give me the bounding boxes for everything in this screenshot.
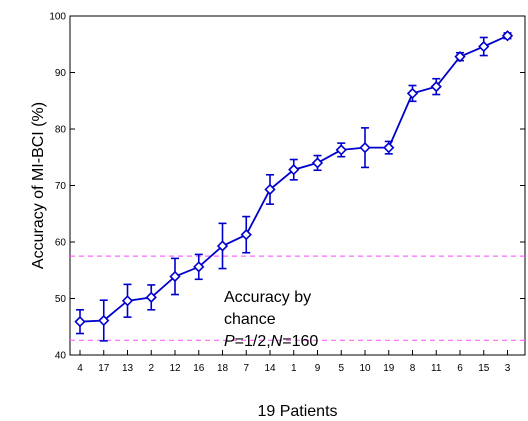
x-tick-label: 11: [431, 363, 442, 374]
x-tick-label: 19: [383, 363, 395, 374]
chance-annotation-line3: P=1/2,N=160: [224, 333, 318, 350]
n-label: N: [271, 333, 283, 350]
data-markers: [74, 30, 514, 328]
data-point-marker: [288, 164, 300, 176]
data-point-marker: [335, 144, 347, 156]
x-tick-label: 4: [77, 363, 83, 374]
x-axis-label: 19 Patients: [257, 403, 337, 420]
data-point-marker: [501, 30, 514, 42]
y-tick-label: 100: [49, 12, 66, 23]
n-value: =160: [282, 333, 318, 350]
x-tick-label: 9: [315, 363, 321, 374]
data-point-marker: [74, 316, 86, 328]
x-tick-label: 1: [291, 363, 297, 374]
x-tick-label: 5: [338, 363, 344, 374]
data-point-marker: [193, 261, 205, 273]
y-axis-label: Accuracy of MI-BCI (%): [30, 102, 47, 269]
x-tick-label: 2: [148, 363, 154, 374]
data-point-marker: [264, 183, 276, 196]
x-tick-label: 17: [98, 363, 110, 374]
data-point-marker: [216, 240, 229, 252]
data-point-marker: [169, 270, 181, 283]
p-label: P: [224, 333, 235, 350]
x-tick-label: 16: [193, 363, 205, 374]
data-point-marker: [311, 157, 324, 169]
data-point-marker: [383, 142, 395, 154]
x-tick-label: 6: [457, 363, 463, 374]
data-point-marker: [121, 295, 134, 307]
x-tick-label: 10: [359, 363, 371, 374]
x-tick-label: 7: [243, 363, 249, 374]
x-tick-label: 14: [264, 363, 276, 374]
data-point-marker: [240, 229, 252, 241]
chance-annotation: Accuracy by chance P=1/2,N=160: [224, 289, 318, 350]
x-tick-label: 3: [505, 363, 511, 374]
p-value: =1/2,: [235, 333, 271, 350]
data-point-marker: [454, 51, 466, 63]
data-point-marker: [359, 142, 371, 154]
y-tick-label: 60: [55, 238, 67, 249]
y-tick-label: 80: [55, 125, 67, 136]
y-axis-ticks: 40 50 60 70 80 90 100: [49, 12, 525, 362]
x-tick-label: 13: [122, 363, 134, 374]
x-tick-label: 8: [410, 363, 416, 374]
chance-lines: [70, 255, 525, 341]
data-point-marker: [478, 40, 490, 53]
data-point-marker: [406, 87, 419, 100]
data-point-marker: [430, 80, 442, 93]
x-axis-ticks: 4 17 13 2 12 16 18 7 14 1 9 5 10 19 8 11 6 15 3: [77, 350, 511, 374]
chance-annotation-line2: chance: [224, 311, 276, 328]
x-tick-label: 12: [169, 363, 181, 374]
data-point-marker: [98, 314, 110, 327]
y-tick-label: 40: [55, 351, 67, 362]
x-tick-label: 15: [478, 363, 490, 374]
y-tick-label: 90: [55, 68, 67, 79]
y-tick-label: 50: [55, 294, 67, 305]
x-tick-label: 18: [217, 363, 229, 374]
data-point-marker: [145, 291, 157, 304]
y-tick-label: 70: [55, 181, 67, 192]
chance-annotation-line1: Accuracy by: [224, 289, 311, 306]
